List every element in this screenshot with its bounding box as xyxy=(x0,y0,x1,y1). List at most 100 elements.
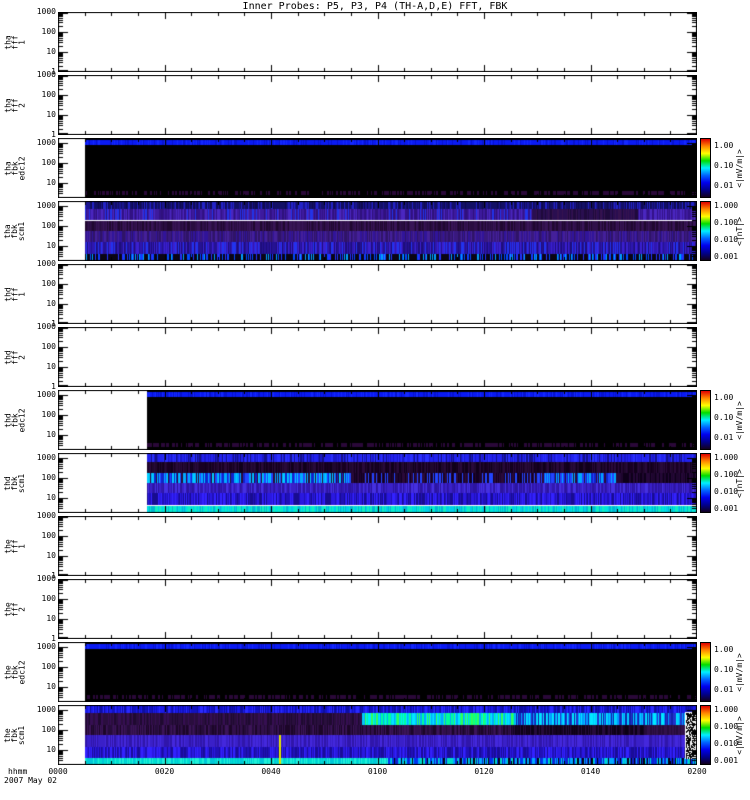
x-tick-label: 0020 xyxy=(154,767,175,776)
colorbar-unit-text: <|mV/m|> xyxy=(734,400,744,440)
y-axis-label-text: tha fff 2 xyxy=(3,97,27,113)
y-tick-label: 10 xyxy=(46,299,56,308)
y-axis-label-thd-fbk-edc12: thd fbk edc12 xyxy=(0,390,30,450)
colorbar-tick-label: 1.000 xyxy=(714,201,739,210)
colorbar-tick-label: 0.100 xyxy=(714,470,739,479)
y-tick-label: 10 xyxy=(46,614,56,623)
y-tick-label: 1000 xyxy=(36,7,56,16)
spectrogram-canvas-the-fbk-edc12 xyxy=(58,642,697,702)
y-tick-label: 1000 xyxy=(36,259,56,268)
colorbar-tick-label: 1.000 xyxy=(714,453,739,462)
y-axis-label-tha-fbk-scm1: tha fbk scm1 xyxy=(0,201,30,261)
y-axis-label-the-fff-1: the fff 1 xyxy=(0,516,30,576)
y-axis-label-text: tha fbk scm1 xyxy=(3,221,27,241)
y-tick-label: 100 xyxy=(41,531,56,540)
y-axis-label-text: tha fbk edc12 xyxy=(3,155,27,181)
x-tick-label: 0040 xyxy=(261,767,281,776)
x-axis-date-label: 2007 May 02 xyxy=(4,776,57,785)
y-tick-label: 10 xyxy=(46,682,56,691)
colorbar-tick-label: 0.100 xyxy=(714,722,739,731)
y-tick-label: 1000 xyxy=(36,201,56,210)
y-axis-label-thd-fff-2: thd fff 2 xyxy=(0,327,30,387)
colorbar-unit-text: <|nT|> xyxy=(734,468,744,498)
colorbar-unit-label: <|mV/m|> xyxy=(731,390,747,450)
y-tick-label: 1000 xyxy=(36,642,56,651)
y-axis-label-tha-fbk-edc12: tha fbk edc12 xyxy=(0,138,30,198)
y-axis-label-text: thd fff 2 xyxy=(3,349,27,365)
y-axis-label-tha-fff-1: tha fff 1 xyxy=(0,12,30,72)
colorbar-tick-label: 0.010 xyxy=(714,487,739,496)
colorbar-tick-label: 1.000 xyxy=(714,705,739,714)
colorbar-unit-text: <|mV/m|> xyxy=(734,148,744,188)
y-tick-label: 100 xyxy=(41,342,56,351)
y-tick-label: 10 xyxy=(46,241,56,250)
y-tick-label: 1000 xyxy=(36,138,56,147)
y-tick-label: 100 xyxy=(41,27,56,36)
y-tick-label: 100 xyxy=(41,90,56,99)
colorbar-tick-label: 0.10 xyxy=(714,665,734,674)
spectrogram-canvas-thd-fbk-scm1 xyxy=(58,453,697,513)
y-tick-label: 10 xyxy=(46,178,56,187)
y-axis-label-the-fbk-edc12: the fbk edc12 xyxy=(0,642,30,702)
colorbar-tick-label: 0.10 xyxy=(714,161,734,170)
y-tick-label: 1 xyxy=(51,634,56,643)
y-tick-label: 10 xyxy=(46,362,56,371)
y-tick-label: 100 xyxy=(41,725,56,734)
y-tick-label: 1000 xyxy=(36,322,56,331)
colorbar-tick-label: 0.001 xyxy=(714,756,739,765)
colorbar-tick-label: 1.00 xyxy=(714,141,734,150)
colorbar-unit-text: <|nT|> xyxy=(734,216,744,246)
spectrogram-canvas-the-fff-2 xyxy=(58,579,697,639)
spectrogram-canvas-tha-fbk-scm1 xyxy=(58,201,697,261)
y-tick-label: 100 xyxy=(41,410,56,419)
x-tick-label: 0120 xyxy=(474,767,494,776)
y-axis-label-text: tha fff 1 xyxy=(3,34,27,50)
y-tick-label: 1000 xyxy=(36,453,56,462)
plot-title: Inner Probes: P5, P3, P4 (TH-A,D,E) FFT,… xyxy=(242,1,508,12)
y-tick-label: 1000 xyxy=(36,70,56,79)
y-tick-label: 10 xyxy=(46,430,56,439)
colorbar-tick-label: 0.100 xyxy=(714,218,739,227)
colorbar-tick-label: 0.01 xyxy=(714,433,734,442)
y-axis-label-text: the fbk edc12 xyxy=(3,659,27,685)
y-tick-label: 100 xyxy=(41,473,56,482)
colorbar-tick-label: 0.001 xyxy=(714,504,739,513)
colorbar-tha-fbk-edc12 xyxy=(700,138,711,198)
colorbar-unit-label: <|mV/m|> xyxy=(731,705,747,765)
y-tick-label: 1 xyxy=(51,319,56,328)
x-tick-label: 0140 xyxy=(580,767,601,776)
y-axis-label-thd-fbk-scm1: thd fbk scm1 xyxy=(0,453,30,513)
x-tick-label: 0200 xyxy=(687,767,707,776)
y-tick-label: 1000 xyxy=(36,511,56,520)
spectrogram-canvas-tha-fff-2 xyxy=(58,75,697,135)
y-tick-label: 10 xyxy=(46,745,56,754)
y-axis-label-text: thd fff 1 xyxy=(3,286,27,302)
colorbar-thd-fbk-edc12 xyxy=(700,390,711,450)
y-tick-label: 10 xyxy=(46,47,56,56)
y-tick-label: 1 xyxy=(51,130,56,139)
colorbar-tick-label: 0.010 xyxy=(714,739,739,748)
y-tick-label: 100 xyxy=(41,279,56,288)
y-axis-label-text: the fff 1 xyxy=(3,538,27,554)
y-tick-label: 10 xyxy=(46,493,56,502)
colorbar-tick-label: 1.00 xyxy=(714,645,734,654)
spectrogram-canvas-thd-fbk-edc12 xyxy=(58,390,697,450)
colorbar-unit-label: <|mV/m|> xyxy=(731,138,747,198)
y-tick-label: 100 xyxy=(41,158,56,167)
colorbar-tick-label: 1.00 xyxy=(714,393,734,402)
colorbar-the-fbk-scm1 xyxy=(700,705,711,765)
spectrogram-canvas-tha-fff-1 xyxy=(58,12,697,72)
y-tick-label: 100 xyxy=(41,221,56,230)
colorbar-unit-text: <|mV/m|> xyxy=(734,652,744,692)
spectrogram-canvas-the-fbk-scm1 xyxy=(58,705,697,765)
y-axis-label-the-fbk-scm1: the fbk scm1 xyxy=(0,705,30,765)
spectrogram-canvas-tha-fbk-edc12 xyxy=(58,138,697,198)
colorbar-tick-label: 0.01 xyxy=(714,685,734,694)
colorbar-unit-text: <|mV/m|> xyxy=(734,715,744,755)
colorbar-unit-label: <|mV/m|> xyxy=(731,642,747,702)
y-tick-label: 100 xyxy=(41,662,56,671)
spectrogram-canvas-the-fff-1 xyxy=(58,516,697,576)
x-tick-label: 0100 xyxy=(367,767,388,776)
y-axis-label-thd-fff-1: thd fff 1 xyxy=(0,264,30,324)
